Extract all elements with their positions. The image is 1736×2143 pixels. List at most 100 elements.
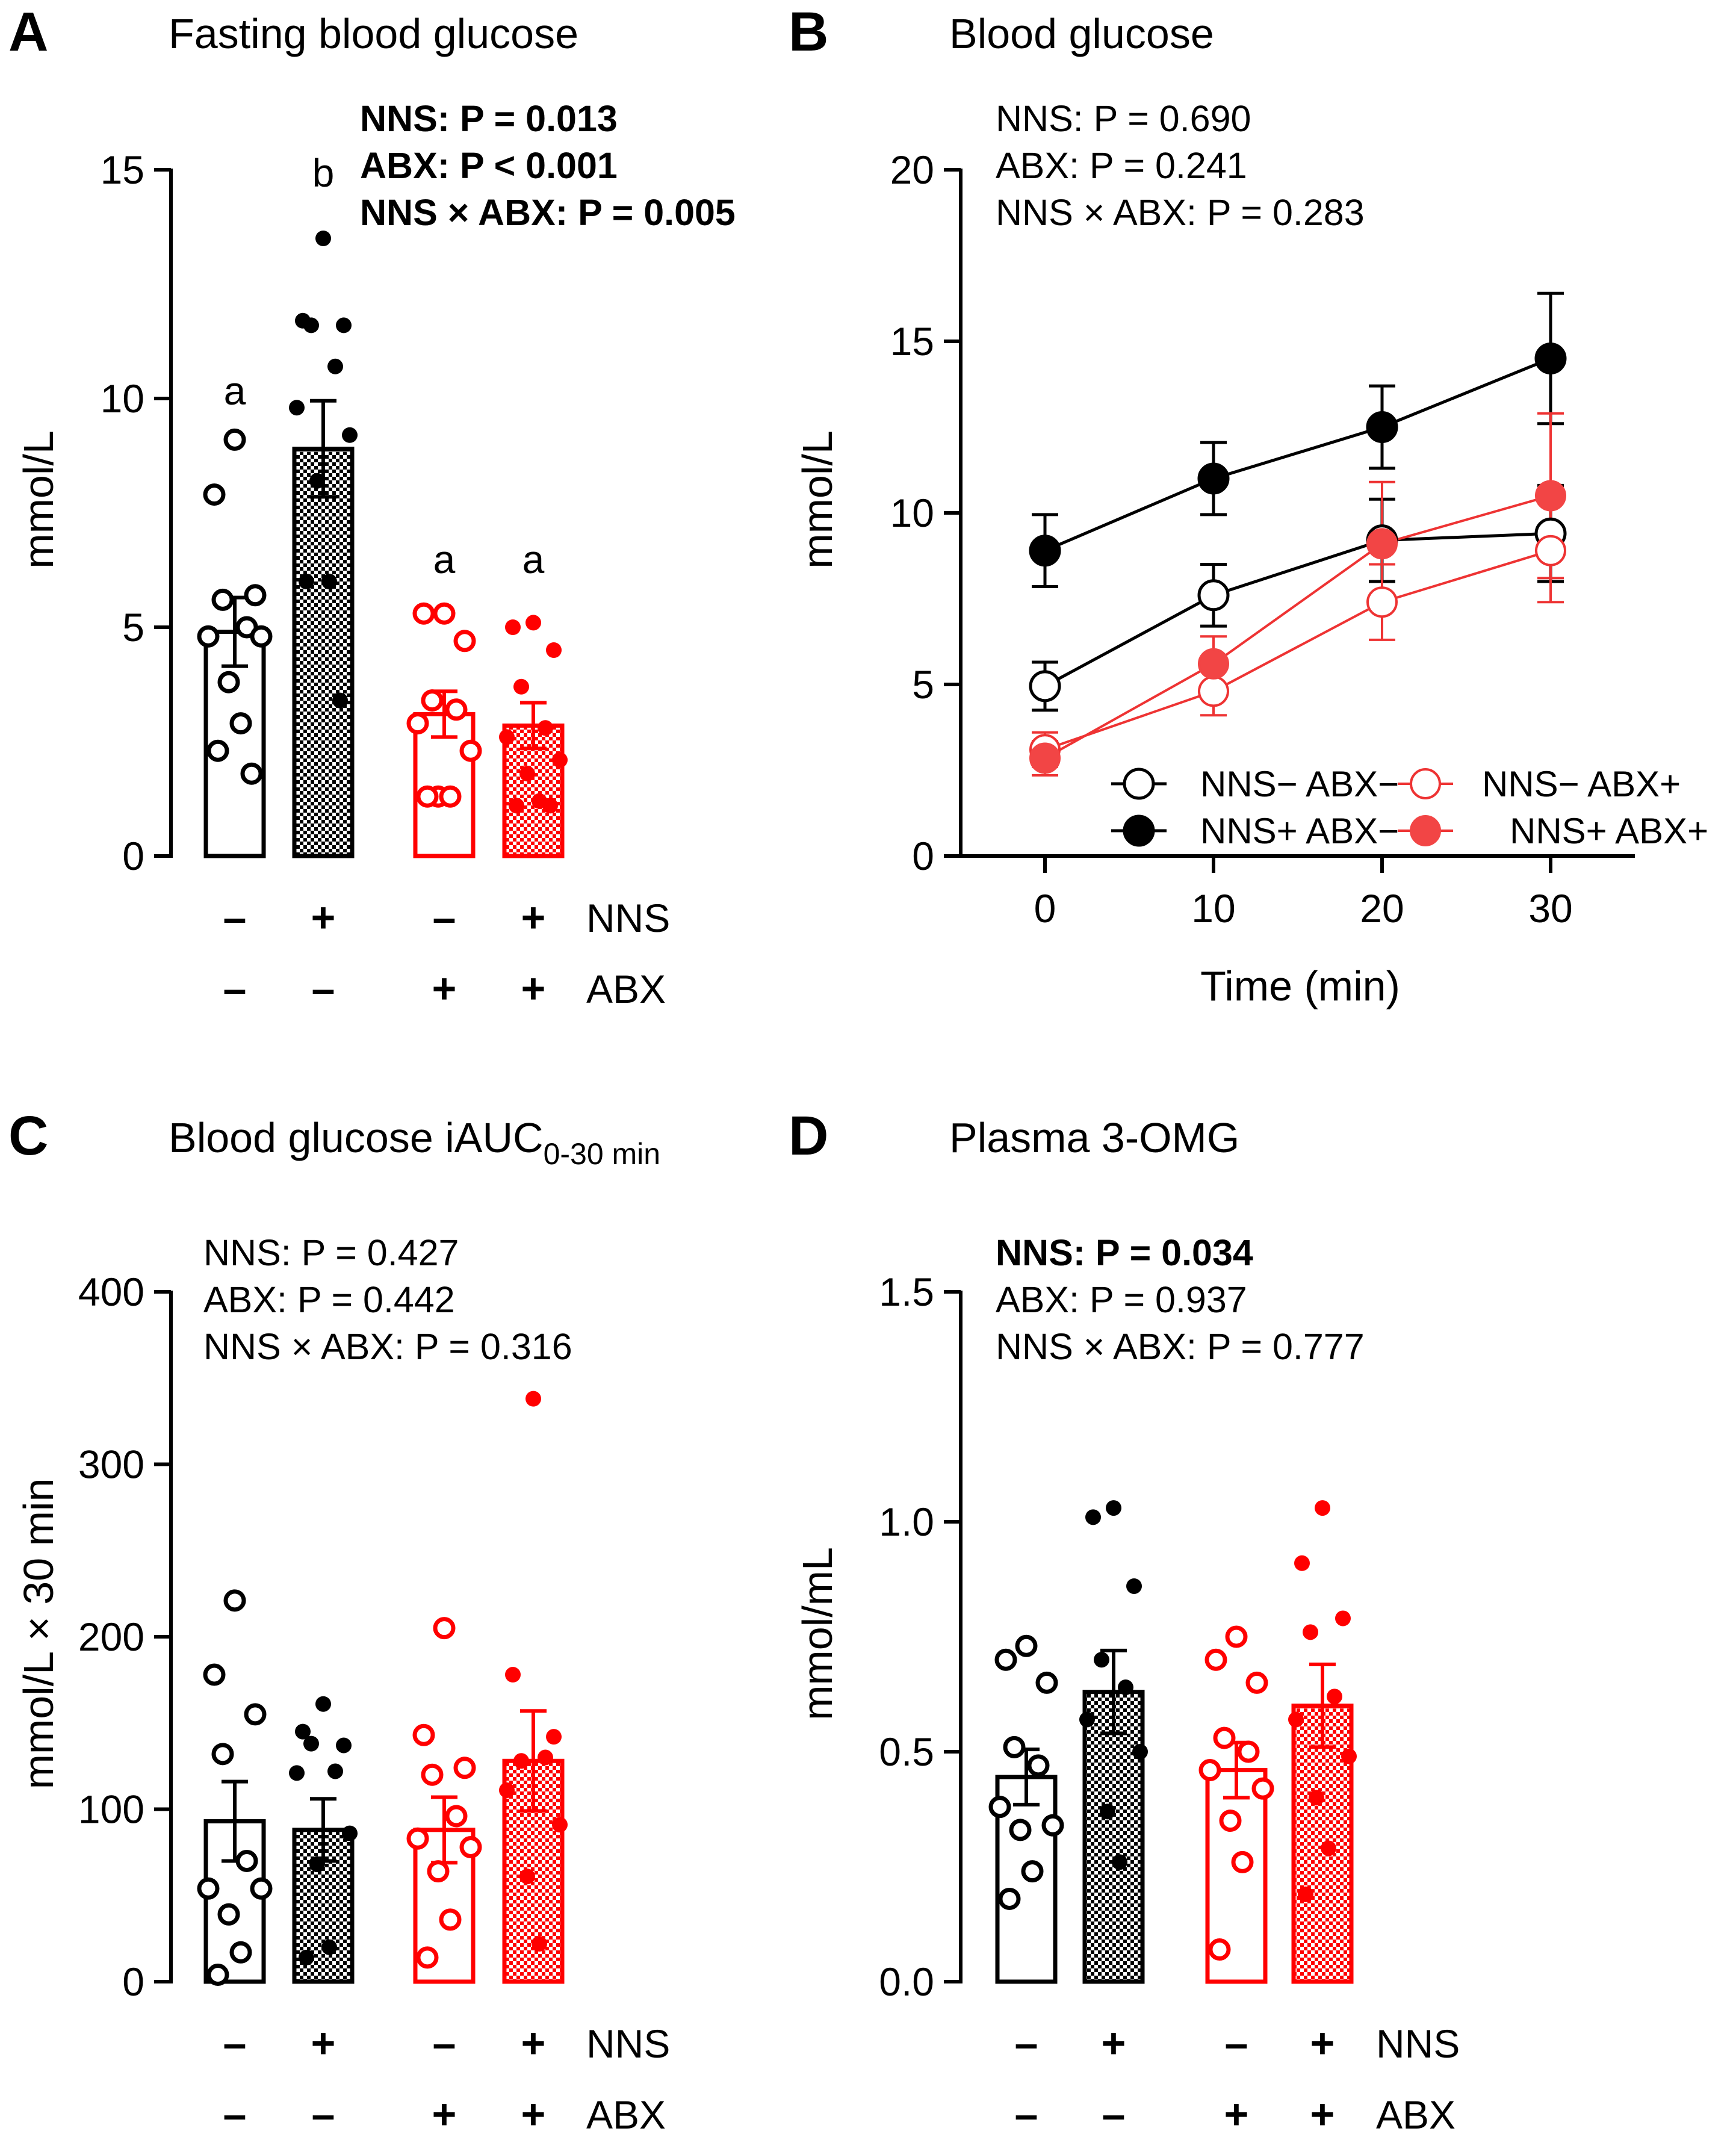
panel-b-x-tick-label: 10 — [1191, 886, 1235, 931]
panel-c-point-g3 — [427, 1860, 450, 1883]
panel-a-stat-abx: ABX: P < 0.001 — [360, 145, 618, 186]
panel-a-point-g3 — [439, 785, 462, 808]
panel-c-title: Blood glucose iAUC0-30 min — [169, 1114, 660, 1171]
panel-a-point-g2 — [332, 692, 348, 709]
panel-d-g2-nns-sign: + — [1102, 2020, 1126, 2067]
panel-d-plot: 0.0 0.5 1.0 1.5 — [879, 1270, 1357, 2004]
panel-a-title: Fasting blood glucose — [169, 10, 578, 57]
panel-d-point-g2 — [1106, 1500, 1121, 1516]
panel-d-point-g1 — [994, 1648, 1017, 1671]
panel-a-y-tick-label: 10 — [101, 376, 144, 421]
panel-a-g4-sig-letter: a — [522, 537, 545, 581]
panel-d-label: D — [789, 1105, 828, 1167]
panel-a-point-g3 — [406, 712, 429, 735]
panel-d-point-g1 — [988, 1796, 1011, 1819]
panel-b-y-tick-label: 10 — [890, 491, 934, 535]
panel-b-y-tick-label: 5 — [912, 662, 934, 707]
panel-a-point-g4 — [552, 752, 568, 768]
panel-c-point-g2 — [315, 1696, 331, 1712]
panel-a-plot: 0 5 10 15 — [101, 147, 568, 878]
panel-b-point-s2 — [1534, 343, 1567, 374]
panel-b-series-line-1 — [1044, 532, 1551, 688]
panel-d-g3-nns-sign: – — [1225, 2020, 1248, 2067]
panel-a-g1-sig-letter: a — [224, 368, 246, 413]
panel-c-g1-nns-sign: – — [223, 2020, 247, 2067]
panel-c-stat-interaction: NNS × ABX: P = 0.316 — [203, 1326, 572, 1367]
panel-d-point-g1 — [1021, 1860, 1044, 1883]
panel-a-g1-abx-sign: – — [223, 965, 247, 1012]
panel-a-point-g2 — [303, 317, 319, 333]
panel-c-y-tick-label: 0 — [122, 1959, 144, 2004]
panel-b-title: Blood glucose — [949, 10, 1214, 57]
panel-c-point-g3 — [421, 1763, 444, 1786]
panel-a-point-g2 — [289, 400, 305, 416]
panel-a-point-g1 — [203, 483, 226, 506]
panel-d-point-g4 — [1294, 1555, 1310, 1571]
panel-a-point-g2 — [327, 358, 343, 374]
panel-c-g4-nns-sign: + — [521, 2020, 546, 2067]
panel-c-point-g2 — [295, 1723, 311, 1740]
panel-c-g2-abx-sign: – — [312, 2091, 335, 2138]
panel-d-point-g2 — [1079, 1711, 1095, 1728]
panel-a-point-g3 — [433, 602, 456, 625]
panel-b-point-s4 — [1198, 648, 1229, 680]
panel-d-title: Plasma 3-OMG — [949, 1114, 1239, 1161]
panel-d-point-g4 — [1327, 1689, 1342, 1705]
panel-b-legend: NNS− ABX− NNS− ABX+ NNS+ ABX− NNS+ ABX+ — [1111, 764, 1708, 851]
legend-label-nns-minus-abx-plus: NNS− ABX+ — [1482, 764, 1681, 804]
panel-b-point-s3 — [1366, 586, 1398, 618]
panel-a-point-g3 — [416, 785, 439, 808]
panel-d-point-g2 — [1132, 1744, 1148, 1760]
panel-c-point-g1 — [250, 1877, 273, 1900]
panel-a-label: A — [8, 1, 48, 63]
legend-label-nns-plus-abx-minus: NNS+ ABX− — [1200, 811, 1399, 851]
panel-c-point-g4 — [532, 1935, 547, 1952]
panel-a-point-g2 — [315, 231, 331, 246]
panel-a-y-tick-label: 0 — [122, 834, 144, 878]
panel-c-point-g1 — [229, 1941, 252, 1964]
panel-d-point-g1 — [1041, 1814, 1064, 1837]
panel-c-point-g2 — [299, 1949, 314, 1965]
panel-d-point-g1 — [1015, 1634, 1038, 1657]
panel-a-point-g4 — [542, 798, 558, 814]
panel-d-point-g1 — [1003, 1735, 1026, 1758]
panel-a-point-g1 — [211, 588, 234, 611]
panel-c-point-g4 — [499, 1782, 515, 1798]
panel-c-point-g3 — [459, 1836, 482, 1859]
panel-d-point-g3 — [1237, 1740, 1260, 1763]
legend-label-nns-minus-abx-minus: NNS− ABX− — [1200, 764, 1399, 804]
panel-a-point-g3 — [453, 630, 476, 653]
panel-d-y-tick-label: 1.5 — [879, 1270, 934, 1314]
panel-d-point-g3 — [1208, 1938, 1231, 1961]
panel-d-stat-interaction: NNS × ABX: P = 0.777 — [996, 1326, 1365, 1367]
panel-b-label: B — [789, 1, 828, 63]
panel-c-point-g4 — [546, 1729, 562, 1745]
panel-b: B Blood glucose NNS: P = 0.690 ABX: P = … — [789, 1, 1708, 1009]
panel-d-point-g2 — [1085, 1509, 1101, 1525]
panel-d: D Plasma 3-OMG NNS: P = 0.034 ABX: P = 0… — [789, 1105, 1460, 2138]
panel-b-x-tick-label: 20 — [1360, 886, 1404, 931]
panel-c: C Blood glucose iAUC0-30 min NNS: P = 0.… — [8, 1105, 670, 2138]
panel-c-point-g3 — [406, 1827, 429, 1850]
panel-b-x-tick-label: 30 — [1528, 886, 1572, 931]
panel-a-point-g2 — [321, 574, 337, 589]
panel-d-point-g3 — [1251, 1777, 1274, 1800]
panel-d-point-g1 — [1027, 1754, 1050, 1777]
panel-c-point-g1 — [217, 1903, 240, 1926]
legend-label-nns-plus-abx-plus: NNS+ ABX+ — [1510, 811, 1708, 851]
panel-d-row-abx-label: ABX — [1376, 2092, 1455, 2137]
panel-a-point-g4 — [538, 720, 553, 736]
panel-b-point-s1 — [1197, 579, 1230, 612]
legend-marker-nns-minus-abx-minus — [1123, 768, 1155, 800]
panel-d-point-g3 — [1219, 1810, 1242, 1832]
panel-c-row-abx-label: ABX — [586, 2092, 666, 2137]
panel-a-point-g4 — [519, 766, 535, 782]
panel-d-y-tick-label: 0.5 — [879, 1729, 934, 1774]
panel-c-point-g2 — [309, 1856, 325, 1873]
panel-c-stat-abx: ABX: P = 0.442 — [203, 1279, 455, 1320]
panel-a-point-g3 — [445, 698, 468, 721]
panel-c-point-g4 — [513, 1753, 529, 1769]
panel-d-point-g3 — [1204, 1648, 1227, 1671]
panel-c-point-g1 — [235, 1849, 258, 1872]
panel-c-y-tick-label: 300 — [78, 1442, 144, 1487]
